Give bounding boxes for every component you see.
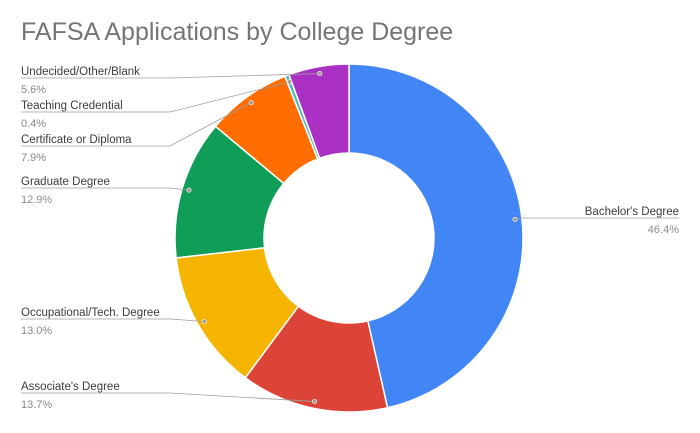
labels: Bachelor's Degree 46.4% Associate's Degree… bbox=[21, 66, 679, 411]
slice-value-occupational-tech-degree: 13.0% bbox=[21, 325, 52, 337]
slice-value-graduate-degree: 12.9% bbox=[21, 194, 52, 206]
leader-dot-bachelor-s-degree bbox=[512, 216, 518, 222]
slice-label-certificate-or-diploma: Certificate or Diploma bbox=[21, 134, 132, 146]
leader-line-occupational-tech-degree bbox=[21, 318, 205, 322]
slice-label-undecided-other-blank: Undecided/Other/Blank bbox=[21, 66, 140, 78]
leader-line-bachelor-s-degree bbox=[514, 217, 679, 220]
chart-title: FAFSA Applications by College Degree bbox=[21, 18, 454, 46]
leader-dot-graduate-degree bbox=[186, 187, 192, 193]
slice-value-associate-s-degree: 13.7% bbox=[21, 399, 52, 411]
leader-line-undecided-other-blank bbox=[21, 73, 320, 79]
slice-label-bachelor-s-degree: Bachelor's Degree bbox=[585, 206, 679, 218]
slice-label-associate-s-degree: Associate's Degree bbox=[21, 381, 120, 393]
slice-label-occupational-tech-degree: Occupational/Tech. Degree bbox=[21, 307, 160, 319]
leader-dot-teaching-credential bbox=[286, 79, 292, 85]
leader-dot-associate-s-degree bbox=[312, 398, 318, 404]
leader-line-graduate-degree bbox=[21, 187, 190, 191]
slice-label-graduate-degree: Graduate Degree bbox=[21, 176, 110, 188]
leader-line-teaching-credential bbox=[21, 81, 290, 113]
leader-dot-occupational-tech-degree bbox=[201, 319, 207, 325]
leader-dot-undecided-other-blank bbox=[317, 71, 323, 77]
slice-value-bachelor-s-degree: 46.4% bbox=[648, 224, 679, 236]
slices bbox=[174, 63, 524, 413]
leader-line-certificate-or-diploma bbox=[21, 102, 252, 147]
slice-bachelor-s-degree[interactable] bbox=[348, 63, 524, 409]
leader-dot-certificate-or-diploma bbox=[248, 100, 254, 106]
slice-label-teaching-credential: Teaching Credential bbox=[21, 100, 123, 112]
slice-undecided-other-blank[interactable] bbox=[288, 63, 350, 160]
slice-value-undecided-other-blank: 5.6% bbox=[21, 84, 46, 96]
slice-value-certificate-or-diploma: 7.9% bbox=[21, 152, 46, 164]
slice-value-teaching-credential: 0.4% bbox=[21, 118, 46, 130]
leader-line-associate-s-degree bbox=[21, 392, 315, 402]
